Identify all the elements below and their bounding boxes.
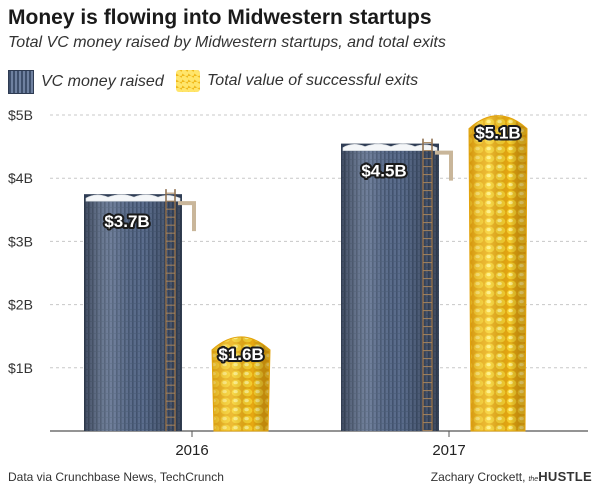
data-label-outline: $1.6B [218, 345, 263, 364]
data-label-text: $4.5B [361, 162, 406, 181]
y-tick-label: $3B [8, 233, 33, 249]
source-note: Data via Crunchbase News, TechCrunch [8, 470, 224, 484]
data-labels: $3.7B$3.7B $1.6B$1.6B $4.5B$4.5B $5.1B$5.1B [102, 122, 522, 366]
x-tick-label: 2016 [175, 442, 208, 459]
silo-bar [84, 189, 196, 431]
legend-item-vc: VC money raised [8, 70, 164, 94]
data-label: $3.7B$3.7B [102, 210, 151, 233]
data-label-outline: $3.7B [104, 212, 149, 231]
silo-shading [84, 197, 182, 431]
silo-bar [341, 138, 453, 432]
credit: Zachary Crockett, theHUSTLE [431, 469, 592, 484]
silo-chute [435, 150, 453, 181]
chart-subtitle: Total VC money raised by Midwestern star… [8, 34, 446, 51]
author-credit: Zachary Crockett, [430, 470, 526, 484]
brand-logo: HUSTLE [538, 469, 592, 484]
chart-title: Money is flowing into Midwestern startup… [8, 6, 432, 29]
silo-roof [84, 194, 182, 199]
silo-snow [342, 143, 438, 151]
y-tick-label: $2B [8, 297, 33, 313]
silo-shading [341, 146, 439, 431]
data-label-text: $1.6B [218, 345, 263, 364]
corn-outline [468, 115, 528, 432]
data-label-text: $3.7B [104, 212, 149, 231]
y-tick-label: $5B [8, 107, 33, 123]
corn-outline [211, 336, 271, 432]
y-tick-label: $1B [8, 360, 33, 376]
data-label-outline: $4.5B [361, 162, 406, 181]
data-label: $5.1B$5.1B [473, 122, 522, 145]
silo-roof [341, 143, 439, 148]
bars [84, 115, 528, 432]
legend-label-vc: VC money raised [41, 73, 164, 90]
silo-chute [178, 201, 196, 232]
data-label-text: $5.1B [475, 124, 520, 143]
x-tick-label: 2017 [432, 442, 465, 459]
legend-label-exits: Total value of successful exits [207, 72, 419, 89]
corn-icon [176, 70, 200, 92]
data-label: $4.5B$4.5B [359, 160, 408, 183]
legend-item-exits: Total value of successful exits [176, 70, 418, 92]
corn-shading [469, 115, 527, 432]
silo-snow [85, 194, 181, 202]
brand-prefix: the [528, 476, 539, 483]
corn-shading [212, 336, 270, 431]
corn-bar [211, 336, 271, 432]
y-tick-label: $4B [8, 170, 33, 186]
corn-bar [468, 115, 528, 432]
data-label: $1.6B$1.6B [216, 343, 265, 366]
data-label-outline: $5.1B [475, 124, 520, 143]
silo-icon [8, 70, 34, 94]
